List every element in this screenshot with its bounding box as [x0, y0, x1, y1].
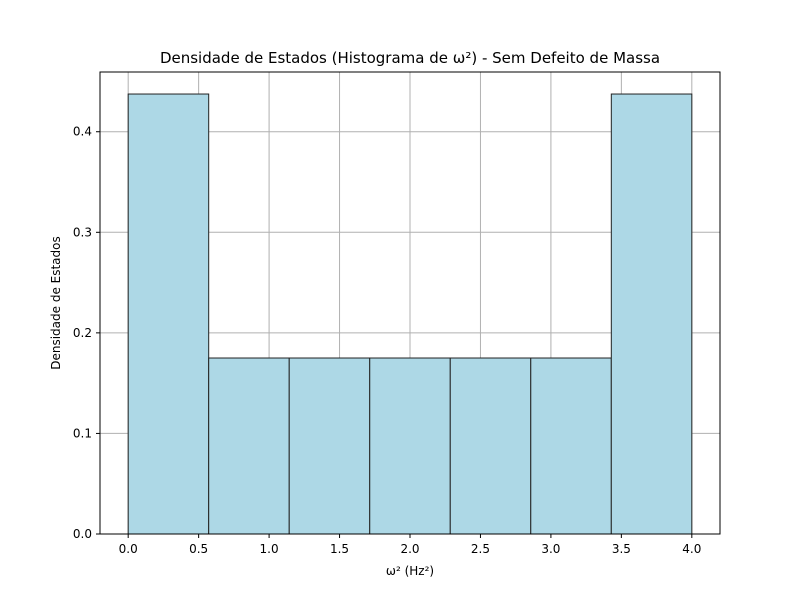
x-tick-label: 0.0 — [119, 542, 138, 556]
histogram-bar — [449, 357, 532, 535]
x-tick-label: 1.0 — [260, 542, 279, 556]
x-axis-label: ω² (Hz²) — [386, 564, 434, 578]
chart-title: Densidade de Estados (Histograma de ω²) … — [160, 49, 660, 67]
histogram-bar — [208, 357, 290, 535]
y-axis-label: Densidade de Estados — [49, 236, 63, 370]
bars-layer — [127, 93, 693, 535]
histogram-bar — [369, 357, 451, 535]
x-tick-label: 2.5 — [471, 542, 490, 556]
y-tick-label: 0.3 — [73, 225, 92, 239]
y-tick-label: 0.0 — [73, 527, 92, 541]
x-tick-label: 4.0 — [682, 542, 701, 556]
histogram-bar — [610, 93, 693, 535]
histogram-bar — [530, 357, 612, 535]
y-tick-label: 0.4 — [73, 125, 92, 139]
y-tick-label: 0.1 — [73, 426, 92, 440]
x-tick-label: 3.5 — [612, 542, 631, 556]
plot-frame — [99, 71, 721, 535]
x-tick-label: 0.5 — [189, 542, 208, 556]
ticks-layer: 0.0 0.5 1.0 1.5 2.0 2.5 3.0 3.5 4.0 0.0 0.1 0.2 0.3 0… — [73, 125, 701, 556]
histogram-bar — [127, 93, 210, 535]
x-tick-label: 2.0 — [400, 542, 419, 556]
x-tick-label: 1.5 — [330, 542, 349, 556]
y-tick-label: 0.2 — [73, 326, 92, 340]
histogram-bar — [288, 357, 371, 535]
x-tick-label: 3.0 — [541, 542, 560, 556]
